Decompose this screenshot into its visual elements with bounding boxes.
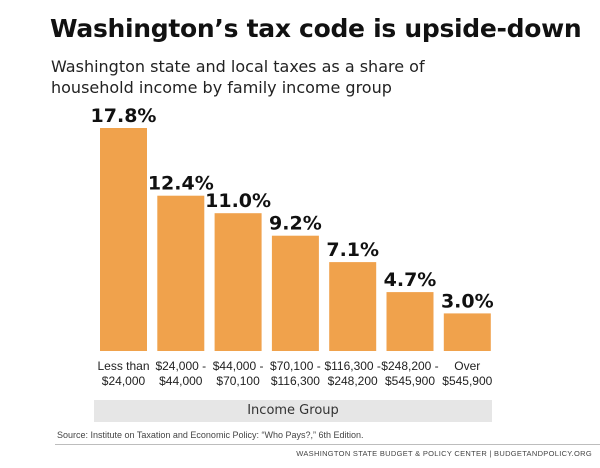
category-label-1: $24,000 -$44,000 bbox=[155, 359, 206, 388]
chart-subtitle: Washington state and local taxes as a sh… bbox=[51, 57, 425, 97]
bar-1 bbox=[157, 195, 205, 351]
bar-3 bbox=[271, 235, 319, 351]
bar-value-label-4: 7.1% bbox=[326, 239, 379, 261]
category-label-5: $248,200 -$545,900 bbox=[381, 359, 438, 388]
bar-value-label-3: 9.2% bbox=[269, 213, 322, 235]
x-axis-band bbox=[94, 400, 492, 422]
bar-value-label-6: 3.0% bbox=[441, 290, 494, 312]
footer-credit: WASHINGTON STATE BUDGET & POLICY CENTER … bbox=[296, 449, 592, 458]
bar-value-label-0: 17.8% bbox=[91, 105, 157, 127]
bar-6 bbox=[443, 313, 491, 351]
category-label-3: $70,100 -$116,300 bbox=[270, 359, 321, 388]
category-label-2: $44,000 -$70,100 bbox=[213, 359, 264, 388]
bar-5 bbox=[386, 292, 434, 351]
bar-chart: 17.8% Less than $24,000 12.4% $24,000 -$44,0… bbox=[91, 105, 494, 388]
source-note: Source: Institute on Taxation and Econom… bbox=[57, 430, 364, 440]
bar-2 bbox=[214, 213, 262, 351]
category-label-0: Less than $24,000 bbox=[97, 359, 149, 388]
category-label-6: Over $545,900 bbox=[442, 359, 492, 388]
bar-value-label-5: 4.7% bbox=[384, 269, 437, 291]
bar-value-label-1: 12.4% bbox=[148, 173, 214, 195]
bar-0 bbox=[100, 128, 147, 351]
footer-divider bbox=[55, 444, 600, 445]
x-axis-label: Income Group bbox=[247, 403, 339, 418]
chart-title: Washington’s tax code is upside-down bbox=[50, 14, 582, 43]
bar-4 bbox=[329, 262, 377, 351]
category-label-4: $116,300 -$248,200 bbox=[324, 359, 381, 388]
bar-value-label-2: 11.0% bbox=[205, 190, 271, 212]
